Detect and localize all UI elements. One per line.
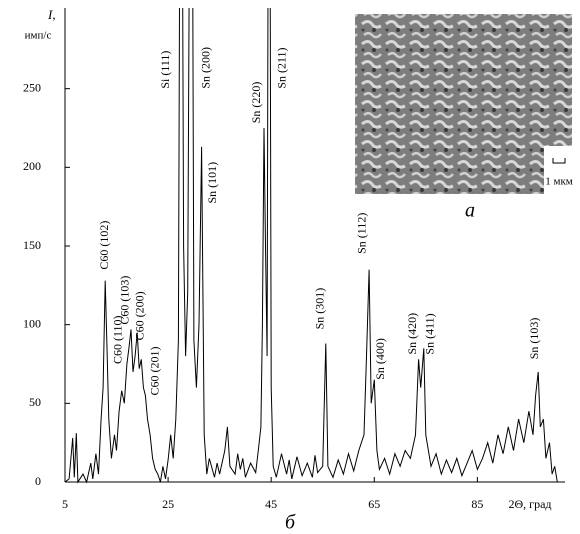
- y-tick-label: 250: [23, 80, 41, 94]
- peak-label: C60 (102): [97, 221, 111, 270]
- peak-label: Sn (200): [199, 47, 213, 89]
- y-tick-label: 200: [23, 159, 41, 173]
- x-tick-label: 45: [265, 497, 277, 511]
- peak-label: Sn (400): [373, 338, 387, 380]
- caption: б: [285, 512, 296, 534]
- inset-image: 1 мкм а: [355, 14, 574, 222]
- peak-label: C60 (201): [147, 346, 161, 395]
- peak-label: Sn (112): [355, 213, 369, 254]
- peak-label: Sn (420): [405, 313, 419, 355]
- peak-label: Si (111): [158, 51, 172, 89]
- y-tick-label: 0: [35, 474, 41, 488]
- y-label: I,: [47, 7, 56, 22]
- peak-label: Sn (103): [527, 318, 541, 360]
- x-tick-label: 5: [62, 497, 68, 511]
- peak-label: Sn (220): [249, 82, 263, 124]
- x-tick-label: 85: [471, 497, 483, 511]
- peak-label: Sn (301): [312, 288, 326, 330]
- peak-label: Sn (101): [205, 162, 219, 204]
- y-tick-label: 100: [23, 316, 41, 330]
- inset-label: а: [465, 200, 475, 222]
- scale-label: 1 мкм: [545, 176, 573, 188]
- y-tick-label: 150: [23, 238, 41, 252]
- y-unit: имп/с: [25, 30, 52, 42]
- peak-label: Sn (211): [274, 47, 288, 88]
- x-tick-label: 25: [162, 497, 174, 511]
- sem-image: [355, 14, 572, 194]
- peak-label: C60 (200): [133, 291, 147, 340]
- x-label: 2Θ, град: [508, 497, 551, 511]
- peak-label: Sn (411): [423, 313, 437, 354]
- peak-label: C60 (103): [118, 276, 132, 325]
- chart: 1 мкм а I, имп/с 2Θ, град б 0 50 100 150 200…: [0, 0, 580, 534]
- x-tick-label: 65: [368, 497, 380, 511]
- y-tick-label: 50: [29, 395, 41, 409]
